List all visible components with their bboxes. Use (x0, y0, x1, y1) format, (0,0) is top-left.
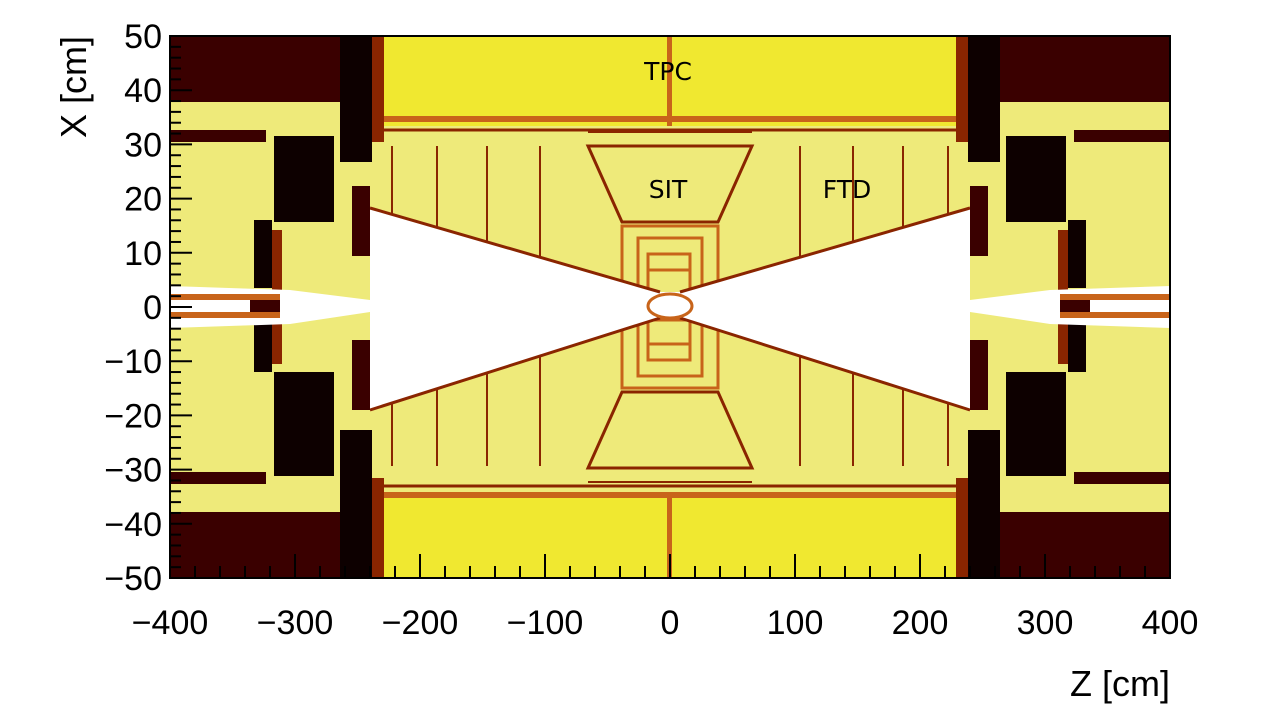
left-forward-region (170, 36, 384, 578)
y-tick-label: 20 (124, 181, 162, 219)
beam-cone-upper-right (679, 206, 971, 294)
sit-lower-trapezoid (585, 390, 755, 470)
x-axis: −400 −300 −200 −100 0 100 200 300 400 (132, 554, 1199, 642)
y-tick-label: −40 (104, 506, 162, 544)
x-tick-label: 400 (1142, 604, 1199, 642)
y-tick-label: 30 (124, 126, 162, 164)
y-tick-label: −10 (104, 343, 162, 381)
x-tick-label: 200 (892, 604, 949, 642)
y-axis-title: X [cm] (53, 36, 94, 138)
plot-area (170, 36, 1170, 578)
tpc-lower-membrane (667, 492, 672, 578)
y-tick-label: −30 (104, 452, 162, 490)
right-forward-region (956, 36, 1170, 578)
x-axis-title: Z [cm] (1070, 663, 1170, 704)
beam-cone-upper-left (369, 206, 661, 294)
y-tick-label: 10 (124, 235, 162, 273)
vertex-detector (620, 224, 720, 390)
y-tick-label: 0 (143, 289, 162, 327)
x-tick-label: 0 (661, 604, 680, 642)
tpc-upper-membrane (667, 36, 672, 126)
x-tick-label: 100 (767, 604, 824, 642)
interaction-point (646, 292, 694, 320)
y-tick-label: −50 (104, 560, 162, 598)
y-tick-label: 40 (124, 72, 162, 110)
beam-cone-lower-left (369, 316, 661, 412)
x-tick-label: 300 (1017, 604, 1074, 642)
beam-cone-lower-right (679, 316, 971, 412)
y-tick-label: 50 (124, 18, 162, 56)
x-tick-label: −100 (507, 604, 584, 642)
x-tick-label: −200 (382, 604, 459, 642)
x-tick-label: −400 (132, 604, 209, 642)
sit-upper-trapezoid (585, 144, 755, 224)
ftd-disks (391, 146, 949, 466)
x-tick-label: −300 (257, 604, 334, 642)
tpc-label: TPC (643, 57, 692, 86)
y-axis: 50 40 30 20 10 0 −10 −20 −30 −40 −50 (104, 18, 192, 598)
ftd-label: FTD (823, 175, 871, 204)
y-tick-label: −20 (104, 397, 162, 435)
sit-label: SIT (649, 175, 688, 204)
